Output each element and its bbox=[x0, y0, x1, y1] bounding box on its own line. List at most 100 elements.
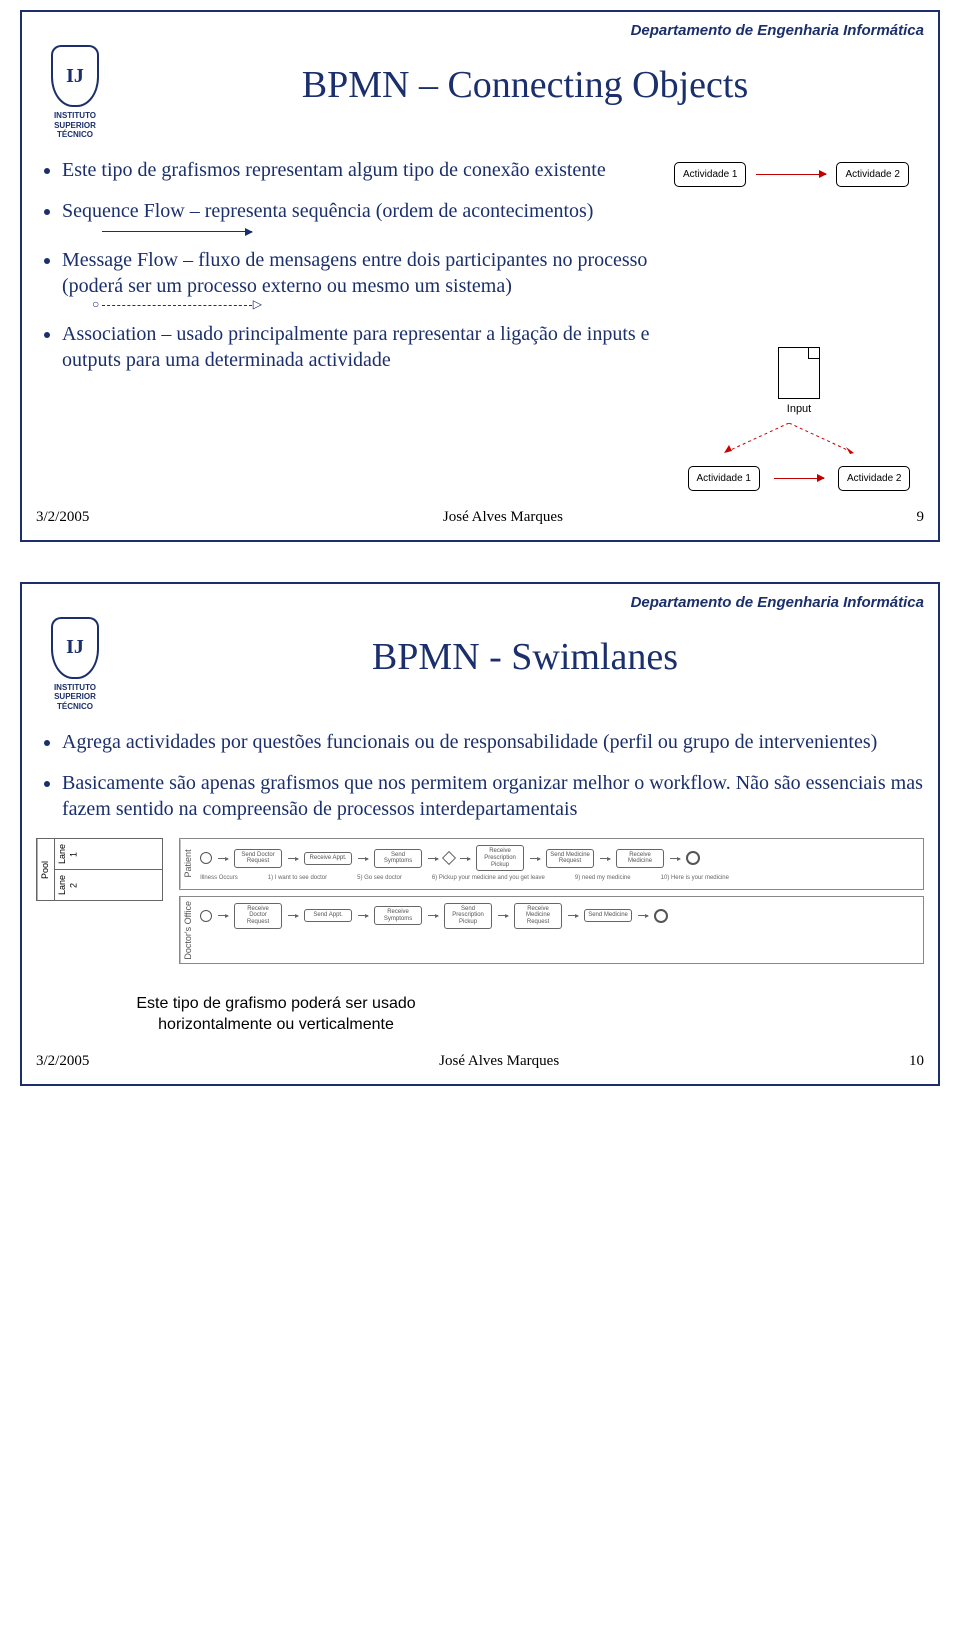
pool-label: Pool bbox=[37, 839, 54, 900]
logo-line3: TÉCNICO bbox=[57, 130, 93, 140]
arrow-icon bbox=[774, 478, 824, 479]
bullet-item: Este tipo de grafismos representam algum… bbox=[62, 158, 662, 184]
activity-box: Actividade 1 bbox=[674, 162, 746, 187]
arrow-icon bbox=[600, 858, 610, 859]
slide-2: Departamento de Engenharia Informática I… bbox=[20, 582, 940, 1087]
diagram-caption: Este tipo de grafismo poderá ser usado h… bbox=[116, 994, 436, 1035]
logo-line2: SUPERIOR bbox=[54, 121, 96, 131]
arrow-icon bbox=[218, 915, 228, 916]
arrow-icon bbox=[218, 858, 228, 859]
slide1-content: Este tipo de grafismos representam algum… bbox=[36, 158, 924, 491]
arrow-icon bbox=[358, 915, 368, 916]
title-row: IJ INSTITUTO SUPERIOR TÉCNICO BPMN - Swi… bbox=[36, 617, 924, 712]
end-event-icon bbox=[686, 851, 700, 865]
task-box: Send Prescription Pickup bbox=[444, 903, 492, 929]
bullet-item: Sequence Flow – representa sequência (or… bbox=[62, 199, 662, 232]
slide-footer: 3/2/2005 José Alves Marques 10 bbox=[36, 1053, 924, 1070]
arrow-icon bbox=[288, 915, 298, 916]
association-lines bbox=[674, 423, 904, 463]
gateway-icon bbox=[442, 851, 456, 865]
footer-page: 10 bbox=[909, 1053, 924, 1070]
logo-line2: SUPERIOR bbox=[54, 692, 96, 702]
input-label: Input bbox=[674, 403, 924, 415]
footer-date: 3/2/2005 bbox=[36, 1053, 89, 1070]
logo-line3: TÉCNICO bbox=[57, 702, 93, 712]
bullet-list: Este tipo de grafismos representam algum… bbox=[36, 158, 662, 491]
document-icon bbox=[778, 347, 820, 399]
arrow-icon bbox=[358, 858, 368, 859]
end-event-icon bbox=[654, 909, 668, 923]
annotation: 5) Go see doctor bbox=[357, 875, 402, 883]
start-event-icon bbox=[200, 910, 212, 922]
swimlane-diagrams: Pool Lane 1 Lane 2 bbox=[36, 838, 924, 964]
arrow-icon bbox=[460, 858, 470, 859]
sequence-diagram: Actividade 1 Actividade 2 bbox=[674, 162, 924, 187]
task-box: Receive Symptoms bbox=[374, 906, 422, 925]
ist-logo: IJ INSTITUTO SUPERIOR TÉCNICO bbox=[36, 45, 114, 140]
annotation: Illness Occurs bbox=[200, 875, 238, 883]
arrow-icon bbox=[288, 858, 298, 859]
bullet-item: Message Flow – fluxo de mensagens entre … bbox=[62, 248, 662, 306]
footer-page: 9 bbox=[917, 509, 925, 526]
slide-1: Departamento de Engenharia Informática I… bbox=[20, 10, 940, 542]
task-box: Send Medicine bbox=[584, 909, 632, 922]
arrow-icon bbox=[756, 174, 826, 175]
task-box: Send Doctor Request bbox=[234, 849, 282, 868]
activity-box: Actividade 2 bbox=[836, 162, 908, 187]
logo-line1: INSTITUTO bbox=[54, 111, 96, 121]
task-box: Receive Medicine bbox=[616, 849, 664, 868]
lane-label: Lane 2 bbox=[54, 870, 82, 900]
task-box: Receive Doctor Request bbox=[234, 903, 282, 929]
side-diagrams: Actividade 1 Actividade 2 Input Activida… bbox=[674, 158, 924, 491]
shield-icon: IJ bbox=[51, 45, 99, 107]
sequence-flow-arrow bbox=[102, 231, 252, 232]
bullet-item: Agrega actividades por questões funciona… bbox=[62, 730, 924, 756]
lane-body bbox=[82, 839, 162, 869]
association-diagram: Input Actividade 1 Actividade 2 bbox=[674, 347, 924, 491]
footer-date: 3/2/2005 bbox=[36, 509, 89, 526]
activity-box: Actividade 2 bbox=[838, 466, 910, 491]
annotation: 1) I want to see doctor bbox=[268, 875, 327, 883]
arrow-icon bbox=[670, 858, 680, 859]
start-event-icon bbox=[200, 852, 212, 864]
annotation: 10) Here is your medicine bbox=[661, 875, 729, 883]
dept-header: Departamento de Engenharia Informática bbox=[36, 594, 924, 611]
bullet-text: Sequence Flow – representa sequência (or… bbox=[62, 200, 593, 222]
footer-author: José Alves Marques bbox=[439, 1053, 559, 1070]
title-row: IJ INSTITUTO SUPERIOR TÉCNICO BPMN – Con… bbox=[36, 45, 924, 140]
task-box: Send Symptoms bbox=[374, 849, 422, 868]
task-box: Receive Medicine Request bbox=[514, 903, 562, 929]
shield-icon: IJ bbox=[51, 617, 99, 679]
annotation: 6) Pickup your medicine and you get leav… bbox=[432, 875, 545, 883]
lane-label: Patient bbox=[180, 839, 197, 888]
process-example: Patient Send Doctor Request Receive Appt… bbox=[179, 838, 924, 964]
message-flow-arrow bbox=[102, 305, 252, 306]
bullet-text: Message Flow – fluxo de mensagens entre … bbox=[62, 249, 647, 297]
arrow-icon bbox=[498, 915, 508, 916]
logo-line1: INSTITUTO bbox=[54, 683, 96, 693]
annotation: 9) need my medicine bbox=[575, 875, 631, 883]
dept-header: Departamento de Engenharia Informática bbox=[36, 22, 924, 39]
slide-footer: 3/2/2005 José Alves Marques 9 bbox=[36, 509, 924, 526]
slide-title: BPMN – Connecting Objects bbox=[126, 45, 924, 107]
arrow-icon bbox=[638, 915, 648, 916]
bullet-item: Basicamente são apenas grafismos que nos… bbox=[62, 771, 924, 822]
ist-logo: IJ INSTITUTO SUPERIOR TÉCNICO bbox=[36, 617, 114, 712]
lane-label: Doctor's Office bbox=[180, 897, 197, 964]
lane-label: Lane 1 bbox=[54, 839, 82, 869]
footer-author: José Alves Marques bbox=[443, 509, 563, 526]
slide2-content: Agrega actividades por questões funciona… bbox=[36, 730, 924, 1036]
task-box: Send Appt. bbox=[304, 909, 352, 922]
arrow-icon bbox=[428, 858, 438, 859]
arrow-icon bbox=[530, 858, 540, 859]
task-box: Receive Prescription Pickup bbox=[476, 845, 524, 871]
arrow-icon bbox=[428, 915, 438, 916]
lane-body bbox=[82, 870, 162, 900]
activity-box: Actividade 1 bbox=[688, 466, 760, 491]
task-box: Receive Appt. bbox=[304, 852, 352, 865]
bullet-item: Association – usado principalmente para … bbox=[62, 322, 662, 373]
arrow-icon bbox=[568, 915, 578, 916]
slide-title: BPMN - Swimlanes bbox=[126, 617, 924, 679]
pool-diagram: Pool Lane 1 Lane 2 bbox=[36, 838, 163, 901]
task-box: Send Medicine Request bbox=[546, 849, 594, 868]
